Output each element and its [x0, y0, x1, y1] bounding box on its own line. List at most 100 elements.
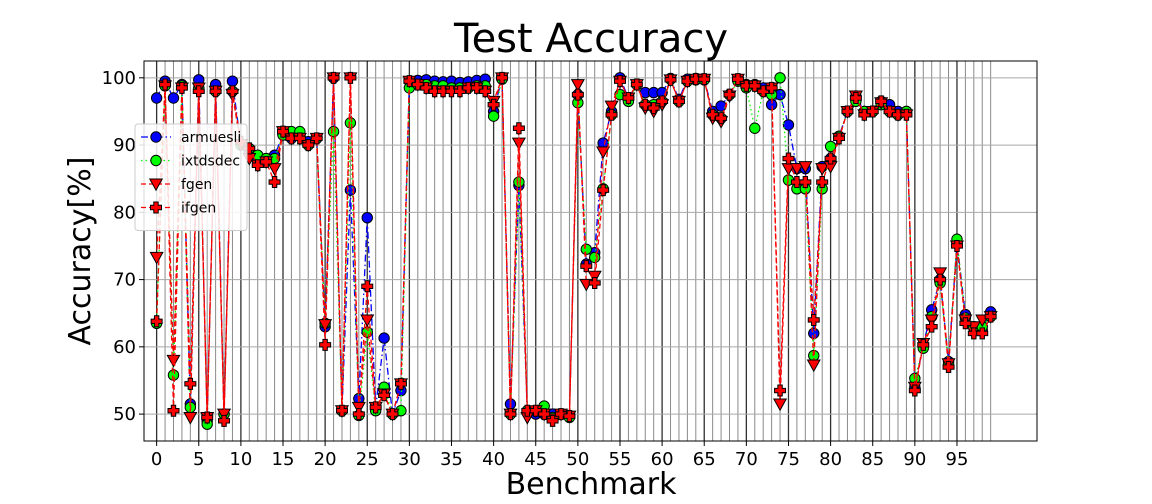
- data-point-ifgen: [934, 273, 947, 286]
- data-point-ifgen: [613, 75, 626, 88]
- x-tick-label: 75: [777, 449, 800, 470]
- data-point-ifgen: [984, 310, 997, 323]
- data-point-ifgen: [529, 404, 542, 417]
- data-point-ifgen: [580, 260, 593, 273]
- data-point-armuesli: [150, 92, 163, 104]
- data-point-ifgen: [555, 408, 568, 421]
- data-point-ifgen: [150, 315, 163, 328]
- legend-marker: [150, 201, 162, 214]
- data-point-ifgen: [858, 108, 871, 121]
- data-point-ifgen: [302, 139, 315, 152]
- data-point-ifgen: [639, 98, 652, 111]
- data-point-ifgen: [883, 105, 896, 118]
- x-tick-label: 10: [229, 449, 252, 470]
- legend-marker: [148, 178, 164, 192]
- data-point-fgen: [798, 161, 813, 174]
- x-tick-label: 55: [609, 449, 632, 470]
- x-tick-label: 80: [819, 449, 842, 470]
- x-tick-label: 95: [946, 449, 969, 470]
- data-point-ixtdsdec: [589, 251, 601, 264]
- legend-label: ixtdsdec: [181, 154, 240, 170]
- x-tick-label: 85: [861, 449, 884, 470]
- data-point-ifgen: [184, 377, 197, 390]
- data-point-fgen: [604, 100, 619, 114]
- x-tick-label: 60: [651, 449, 674, 470]
- data-point-ifgen: [588, 276, 601, 289]
- legend-label: fgen: [181, 177, 212, 193]
- x-tick-label: 20: [314, 449, 337, 470]
- data-point-ifgen: [740, 79, 753, 92]
- data-point-ifgen: [689, 73, 702, 86]
- x-tick-label: 35: [440, 449, 463, 470]
- data-point-ifgen: [521, 404, 534, 417]
- data-point-ifgen: [352, 408, 365, 421]
- y-tick-label: 100: [102, 68, 136, 89]
- data-point-armuesli: [715, 100, 727, 112]
- data-point-ifgen: [487, 98, 500, 111]
- data-point-ifgen: [420, 81, 433, 94]
- data-point-ifgen: [175, 81, 188, 94]
- data-point-ifgen: [428, 85, 441, 98]
- data-point-ifgen: [538, 408, 551, 421]
- chart-title: Test Accuracy: [453, 16, 728, 62]
- x-tick-label: 45: [524, 449, 547, 470]
- data-point-ifgen: [849, 91, 862, 104]
- x-axis-ticks: 0 5 10 15 20 25 30 35 40 45 50 55 60 65 70 75 80 85 90 95: [151, 441, 969, 470]
- data-point-ifgen: [319, 338, 332, 351]
- data-point-ifgen: [698, 73, 711, 86]
- data-point-ifgen: [824, 152, 837, 165]
- data-point-ifgen: [504, 408, 517, 421]
- data-point-ifgen: [277, 125, 290, 138]
- data-point-ifgen: [546, 414, 559, 427]
- legend-label: armuesli: [181, 130, 241, 146]
- data-point-ifgen: [268, 176, 281, 189]
- data-point-ifgen: [470, 81, 483, 94]
- legend-item-armuesli: armuesli: [141, 130, 241, 146]
- data-point-ifgen: [361, 280, 374, 293]
- x-axis-label: Benchmark: [506, 467, 678, 502]
- y-axis-ticks: 50 60 70 80 90 100: [102, 68, 144, 425]
- y-tick-label: 80: [113, 202, 136, 223]
- legend-item-fgen: fgen: [141, 177, 212, 193]
- data-point-ifgen: [192, 85, 205, 98]
- data-point-ifgen: [622, 91, 635, 104]
- x-tick-label: 40: [482, 449, 505, 470]
- data-point-fgen: [183, 412, 198, 425]
- data-point-ixtdsdec: [327, 125, 340, 138]
- data-point-ifgen: [512, 122, 525, 135]
- legend: armuesli ixtdsdec fgen ifgen: [134, 123, 248, 231]
- data-point-ifgen: [209, 85, 222, 98]
- legend-marker: [150, 131, 162, 143]
- data-point-ifgen: [218, 414, 231, 427]
- data-point-ifgen: [681, 75, 694, 88]
- x-tick-label: 25: [356, 449, 379, 470]
- data-point-armuesli: [344, 184, 357, 196]
- data-point-ixtdsdec: [513, 176, 525, 188]
- data-point-ifgen: [723, 88, 736, 101]
- data-point-ifgen: [462, 81, 475, 94]
- data-point-ifgen: [950, 239, 963, 252]
- data-point-ifgen: [344, 71, 357, 84]
- data-point-ifgen: [260, 155, 273, 168]
- data-point-ifgen: [285, 132, 298, 145]
- data-point-ifgen: [597, 184, 610, 197]
- data-point-ifgen: [378, 389, 391, 402]
- plot-area-frame: [143, 60, 1038, 442]
- data-point-ifgen: [925, 320, 938, 333]
- data-point-ifgen: [672, 95, 685, 108]
- data-point-ifgen: [605, 108, 618, 121]
- data-point-fgen: [773, 398, 788, 412]
- data-point-ifgen: [900, 108, 913, 121]
- legend-item-ixtdsdec: ixtdsdec: [141, 154, 240, 170]
- data-point-ifgen: [790, 176, 803, 189]
- data-point-ixtdsdec: [749, 122, 761, 134]
- data-point-ixtdsdec: [487, 110, 500, 122]
- data-point-ifgen: [891, 108, 904, 121]
- data-point-fgen: [596, 146, 611, 160]
- data-point-fgen: [570, 79, 585, 92]
- data-point-ifgen: [159, 78, 172, 91]
- data-point-ifgen: [453, 85, 466, 98]
- data-point-ifgen: [656, 95, 669, 108]
- data-point-ifgen: [807, 313, 820, 326]
